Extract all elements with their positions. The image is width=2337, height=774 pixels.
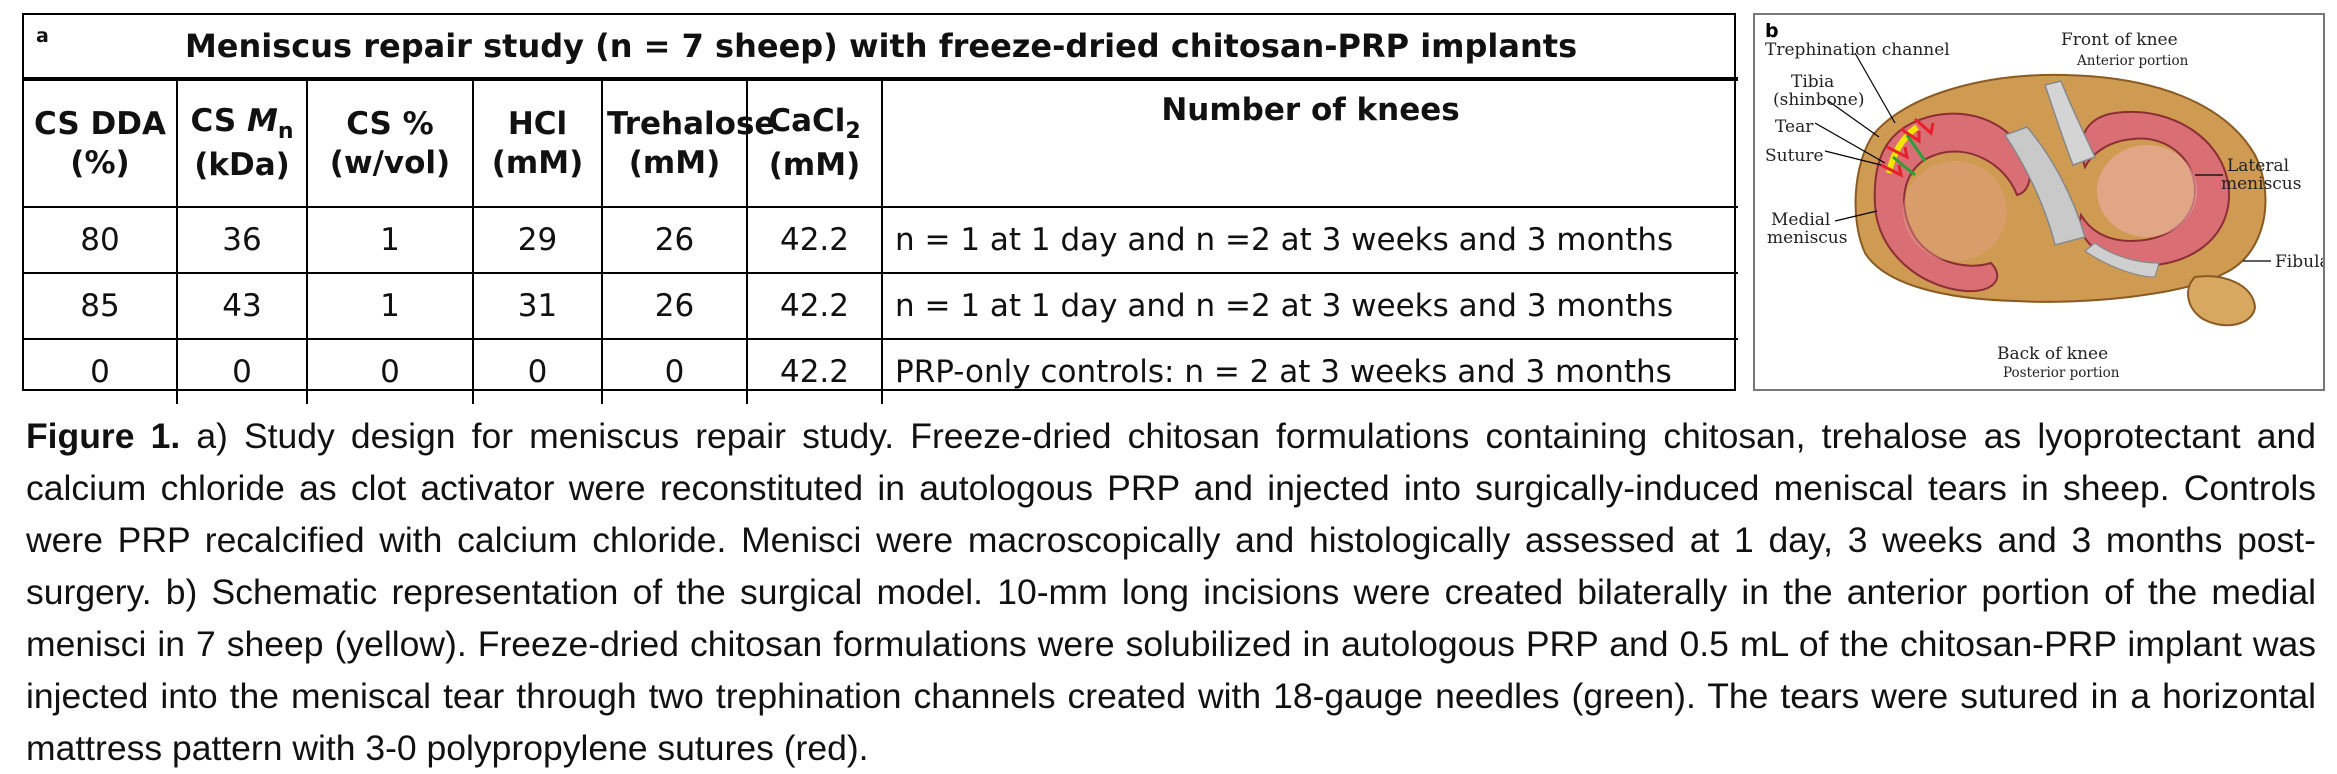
cell-trehalose: 0 (601, 338, 748, 404)
cell-cs-mn: 43 (176, 272, 308, 340)
label-posterior-portion: Posterior portion (2003, 365, 2120, 381)
label-front-of-knee: Front of knee (2061, 30, 2178, 50)
medial-meniscus-inner-surface (1903, 161, 2007, 261)
tibia-leader (1826, 99, 1880, 138)
label-lateral-meniscus: Lateral (2227, 156, 2289, 176)
cell-number-of-knees: n = 1 at 1 day and n =2 at 3 weeks and 3… (880, 272, 1739, 340)
column-header-cs-dda: CS DDA (%) (24, 78, 178, 208)
cell-hcl: 29 (472, 206, 603, 274)
column-header-cs-mn: CS Mn (kDa) (176, 78, 308, 208)
cell-cacl2: 42.2 (746, 206, 883, 274)
table-row: 85 43 1 31 26 42.2 n = 1 at 1 day and n … (24, 272, 1739, 340)
cell-cs-mn: 0 (176, 338, 308, 404)
column-header-number-of-knees: Number of knees (880, 78, 1739, 208)
label-medial-meniscus: Medial (1771, 210, 1830, 230)
label-back-of-knee: Back of knee (1997, 344, 2108, 364)
figure-caption: Figure 1. a) Study design for meniscus r… (26, 410, 2316, 774)
column-header-cs-percent: CS % (w/vol) (306, 78, 474, 208)
cell-cacl2: 42.2 (746, 338, 883, 404)
cell-cs-percent: 1 (306, 206, 474, 274)
cell-number-of-knees: n = 1 at 1 day and n =2 at 3 weeks and 3… (880, 206, 1739, 274)
label-suture: Suture (1765, 146, 1824, 166)
panel-b-letter: b (1765, 20, 1779, 42)
column-header-trehalose: Trehalose (mM) (601, 78, 775, 208)
label-trephination-channel: Trephination channel (1765, 40, 1950, 60)
cell-number-of-knees: PRP-only controls: n = 2 at 3 weeks and … (880, 338, 1739, 404)
trephination-channel (1892, 155, 1916, 177)
cruciate-ligament (2003, 126, 2086, 246)
label-tibia-shinbone: (shinbone) (1773, 90, 1864, 110)
table-row: 80 36 1 29 26 42.2 n = 1 at 1 day and n … (24, 206, 1739, 274)
panel-a-letter: a (36, 25, 49, 47)
cell-cs-dda: 85 (24, 272, 178, 340)
label-tibia: Tibia (1791, 72, 1834, 92)
cell-hcl: 31 (472, 272, 603, 340)
tear-leader (1814, 122, 1886, 164)
figure-label: Figure 1. (26, 416, 181, 456)
trephination-channel (1905, 134, 1927, 162)
cell-cacl2: 42.2 (746, 272, 883, 340)
cell-trehalose: 26 (601, 206, 748, 274)
label-anterior-portion: Anterior portion (2076, 53, 2189, 69)
cell-cs-percent: 1 (306, 272, 474, 340)
table-row: 0 0 0 0 0 42.2 PRP-only controls: n = 2 … (24, 338, 1739, 404)
table-header-row: CS DDA (%) CS Mn (kDa) CS % (w/vol) HCl (mM)… (24, 78, 1739, 208)
study-design-table-panel: a Meniscus repair study (n = 7 sheep) wi… (22, 13, 1739, 404)
table-title: Meniscus repair study (n = 7 sheep) with… (24, 15, 1739, 81)
lateral-meniscus-inner-surface (2097, 145, 2197, 237)
suture-leader (1824, 150, 1882, 166)
suture-stitches (1880, 117, 1935, 178)
column-header-hcl: HCl (mM) (472, 78, 603, 208)
label-fibula: Fibula (2275, 252, 2323, 272)
meniscal-ligament (2083, 242, 2160, 278)
cell-hcl: 0 (472, 338, 603, 404)
cell-trehalose: 26 (601, 272, 748, 340)
fibula-head (2187, 275, 2257, 327)
caption-text: a) Study design for meniscus repair stud… (26, 416, 2316, 768)
table-title-row: Meniscus repair study (n = 7 sheep) with… (24, 15, 1739, 81)
column-header-cacl2: CaCl2 (mM) (746, 78, 883, 208)
cell-cs-percent: 0 (306, 338, 474, 404)
label-medial-meniscus-line2: meniscus (1767, 228, 1847, 248)
label-lateral-meniscus-line2: meniscus (2221, 174, 2301, 194)
knee-schematic: b (1765, 20, 2323, 381)
surgical-model-schematic-panel: b (1753, 13, 2325, 391)
cell-cs-mn: 36 (176, 206, 308, 274)
lateral-meniscus (2079, 110, 2231, 267)
medial-meniscus-leader (1834, 210, 1878, 222)
cell-cs-dda: 0 (24, 338, 178, 404)
trephination-leader (1854, 52, 1896, 124)
study-design-table: Meniscus repair study (n = 7 sheep) with… (24, 15, 1739, 404)
cell-cs-dda: 80 (24, 206, 178, 274)
label-tear: Tear (1775, 117, 1814, 137)
cruciate-ligament (2044, 80, 2097, 166)
